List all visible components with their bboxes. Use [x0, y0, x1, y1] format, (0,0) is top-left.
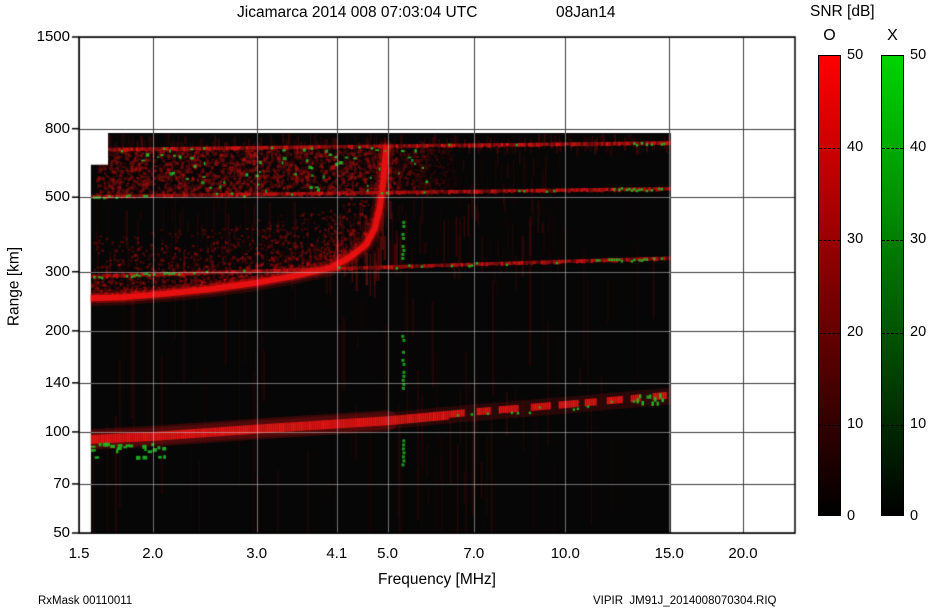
- plot-title: Jicamarca 2014 008 07:03:04 UTC: [237, 4, 478, 21]
- y-axis-title: Range [km]: [5, 246, 23, 327]
- colorbar-tick-label: 0: [910, 508, 919, 524]
- colorbar-x-label: X: [887, 27, 898, 44]
- footer-rxmask: RxMask 00110011: [38, 595, 133, 607]
- y-tick-label: 70: [53, 474, 70, 492]
- x-tick-label: 20.0: [728, 545, 758, 562]
- colorbar-tick-label: 50: [910, 47, 927, 63]
- x-axis-title: Frequency [MHz]: [377, 571, 496, 588]
- colorbar-tick-label: 10: [847, 415, 864, 432]
- x-tick-label: 4.1: [326, 545, 348, 562]
- colorbar-tick-label: 30: [847, 231, 864, 248]
- y-tick-label: 1500: [36, 28, 70, 45]
- colorbar-tick-dash: [819, 240, 840, 242]
- x-tick-label: 10.0: [550, 545, 580, 562]
- x-tick-label: 5.0: [377, 545, 399, 562]
- colorbar-tick-label: 40: [910, 139, 927, 156]
- y-tick-label: 200: [44, 321, 70, 339]
- colorbar-tick-dash: [819, 148, 840, 150]
- colorbar-tick-label: 50: [847, 47, 864, 63]
- colorbar-tick-dash: [819, 332, 840, 334]
- colorbar-tick-dash: [882, 332, 903, 334]
- colorbar-tick-dash: [882, 240, 903, 242]
- y-tick-label: 100: [44, 422, 70, 440]
- colorbar-x-gradient: [881, 55, 904, 516]
- colorbar-tick-dash: [819, 424, 840, 426]
- y-tick-label: 500: [44, 188, 70, 206]
- colorbar-tick-label: 40: [847, 139, 864, 156]
- x-tick-label: 7.0: [463, 545, 485, 562]
- colorbar-title: SNR [dB]: [810, 3, 875, 20]
- colorbar-tick-label: 20: [910, 323, 927, 340]
- y-tick-label: 800: [44, 119, 70, 137]
- x-tick-label: 2.0: [142, 545, 164, 562]
- colorbar-tick-label: 30: [910, 231, 927, 248]
- colorbar-tick-label: 0: [847, 508, 856, 524]
- y-tick-label: 140: [44, 373, 70, 391]
- colorbar-o-gradient: [818, 55, 841, 516]
- colorbar-o-label: O: [823, 27, 836, 44]
- x-tick-label: 3.0: [246, 545, 268, 562]
- colorbar-tick-dash: [882, 424, 903, 426]
- y-tick-label: 300: [44, 262, 70, 280]
- colorbar-tick-label: 10: [910, 415, 927, 432]
- x-tick-label: 1.5: [68, 545, 90, 562]
- plot-date: 08Jan14: [556, 4, 616, 21]
- y-tick-label: 50: [53, 524, 70, 541]
- colorbar-tick-label: 20: [847, 323, 864, 340]
- colorbar-tick-dash: [882, 148, 903, 150]
- x-tick-label: 15.0: [654, 545, 684, 562]
- footer-filename: VIPIR JM91J_2014008070304.RIQ: [593, 595, 777, 607]
